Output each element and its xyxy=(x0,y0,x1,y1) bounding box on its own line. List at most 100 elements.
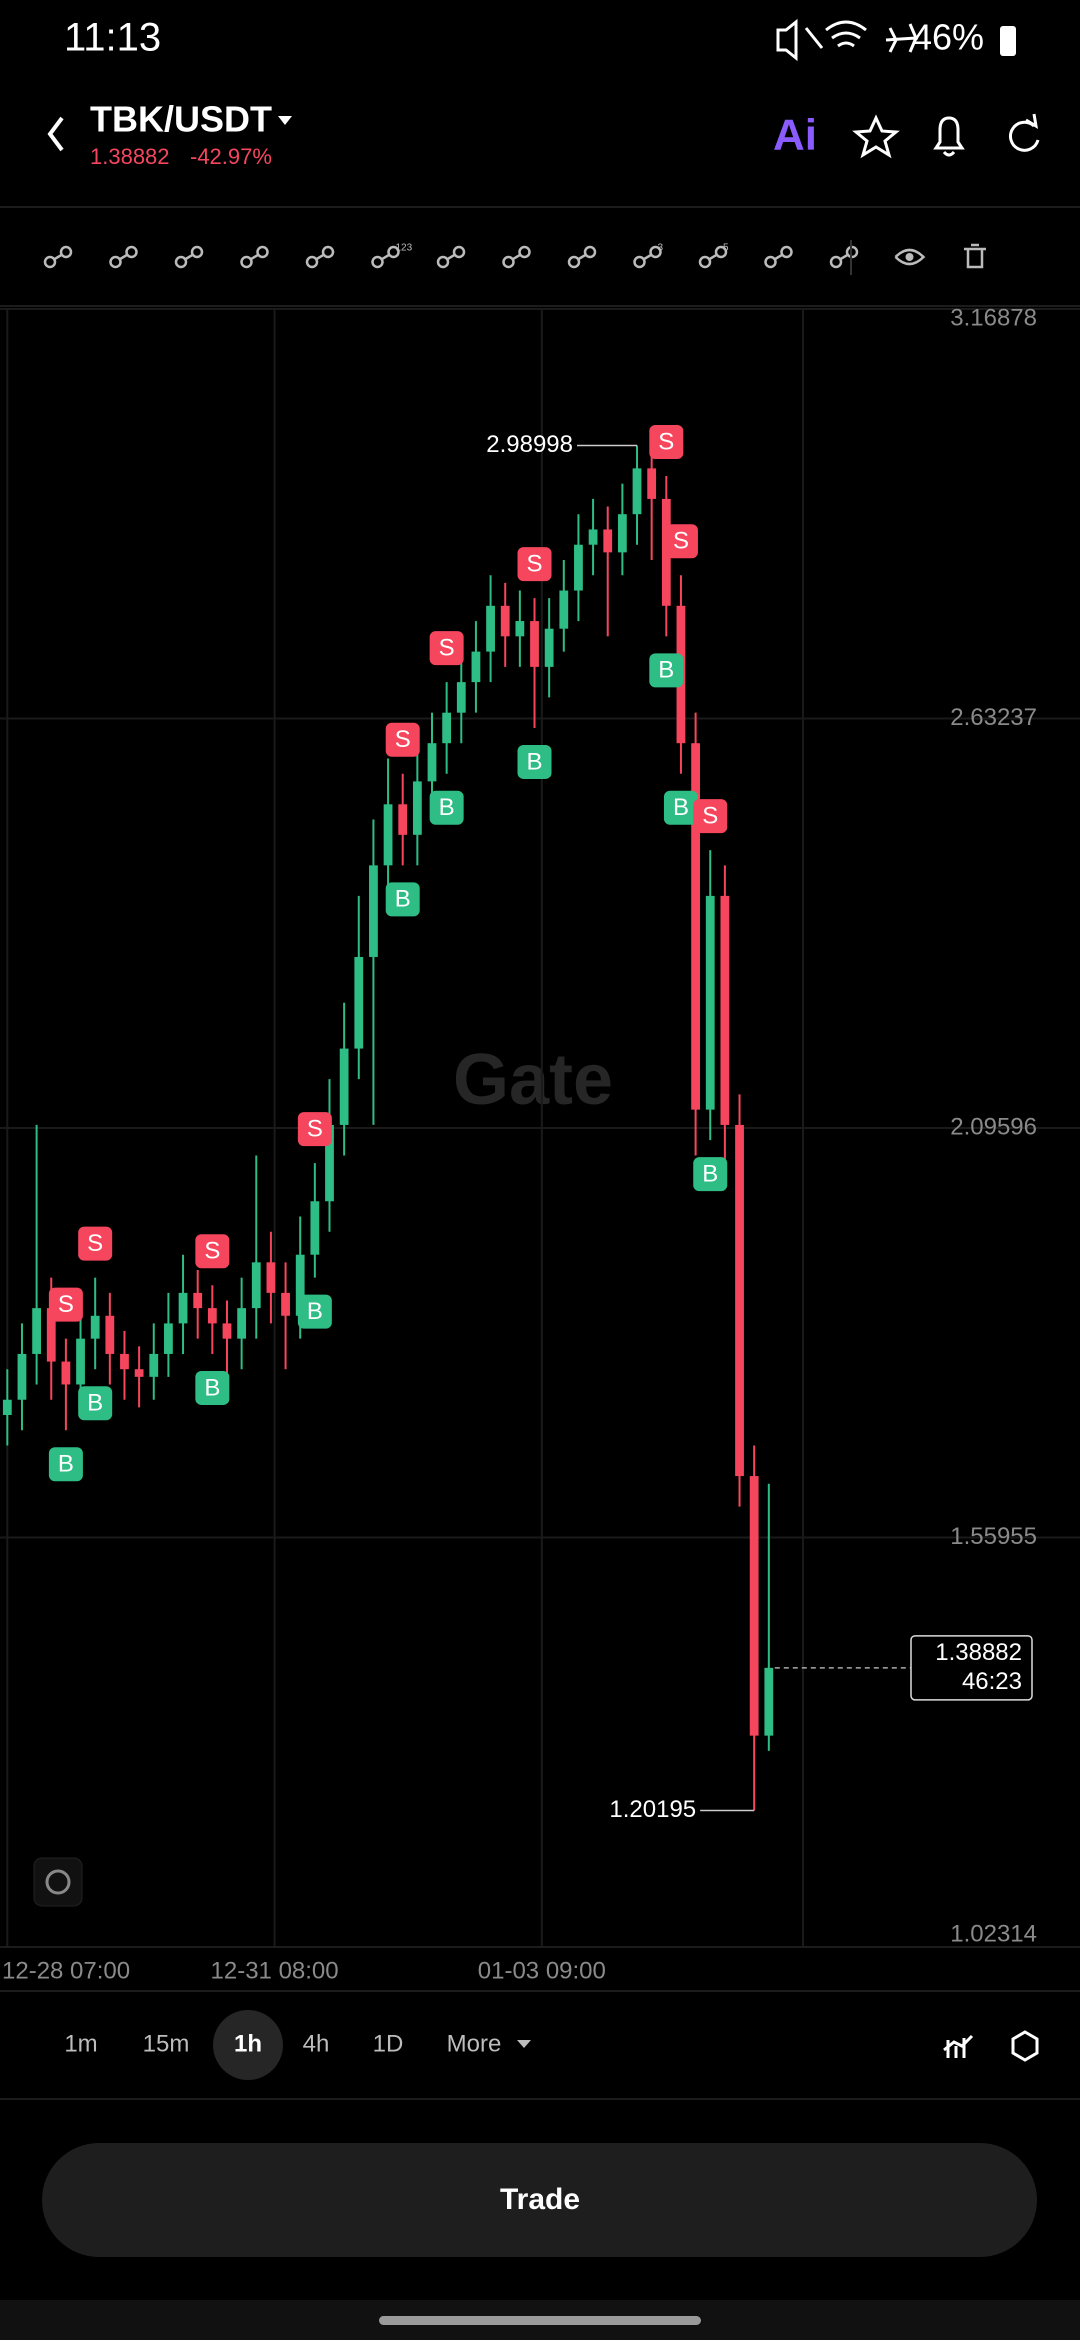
signal-label: B xyxy=(702,1161,718,1188)
signal-label: B xyxy=(527,748,543,775)
interval-button[interactable]: 15m xyxy=(143,2030,190,2057)
tool-button[interactable] xyxy=(964,243,986,269)
chart: 1.02314 1.55955 2.09596 2.63237 3.16878 12-28… xyxy=(0,304,1080,1984)
trade-button[interactable] xyxy=(42,2143,1037,2257)
tool-badge: 5 xyxy=(723,243,729,254)
more-dropdown[interactable] xyxy=(517,2040,531,2048)
candle-body xyxy=(149,1353,159,1377)
trade-button-label[interactable]: Trade xyxy=(500,2183,580,2216)
signal-label: S xyxy=(307,1115,323,1142)
tool-button[interactable] xyxy=(567,245,597,269)
icon xyxy=(436,255,450,269)
tool-badge: 3 xyxy=(658,243,664,254)
tool-button[interactable] xyxy=(240,245,269,269)
signal-label: B xyxy=(87,1390,103,1417)
icon xyxy=(59,245,73,259)
favorite-button[interactable] xyxy=(852,114,900,159)
signal-label: S xyxy=(658,428,674,455)
icon xyxy=(305,255,319,269)
interval-button[interactable]: 1m xyxy=(64,2030,97,2057)
icon xyxy=(190,245,204,259)
candle-body xyxy=(17,1353,27,1400)
candle-body xyxy=(735,1124,744,1477)
signal-label: S xyxy=(702,802,718,829)
candle-body xyxy=(398,804,408,835)
battery-icon xyxy=(1000,26,1016,56)
settings-button[interactable] xyxy=(1011,2030,1039,2062)
home-indicator[interactable] xyxy=(379,2316,701,2325)
icon xyxy=(764,255,777,269)
interval-button[interactable]: 1D xyxy=(373,2030,404,2057)
candle-body xyxy=(559,590,569,629)
y-tick-label: 1.02314 xyxy=(950,1920,1037,1947)
icon xyxy=(780,245,793,259)
refresh-button[interactable] xyxy=(1009,113,1040,152)
alert-button[interactable] xyxy=(933,116,965,157)
tool-button[interactable] xyxy=(371,245,400,269)
icon xyxy=(649,245,662,259)
indicator-button[interactable] xyxy=(943,2034,974,2058)
candle-body xyxy=(574,544,583,591)
tool-button[interactable] xyxy=(305,245,335,269)
tool-button[interactable] xyxy=(436,245,466,269)
pair-title[interactable]: TBK/USDT xyxy=(90,99,272,140)
back-button[interactable] xyxy=(47,116,64,152)
candle-body xyxy=(339,1048,349,1125)
candle-body xyxy=(544,628,554,667)
candle-body xyxy=(764,1667,774,1736)
candle-body xyxy=(354,956,364,1049)
candle-body xyxy=(222,1323,232,1339)
signal-label: B xyxy=(658,657,674,684)
icon xyxy=(43,255,57,269)
candle-body xyxy=(720,895,730,1125)
signal-label: B xyxy=(307,1298,323,1325)
signal-label: S xyxy=(58,1291,74,1318)
tool-button[interactable] xyxy=(894,248,926,266)
signal-marker xyxy=(48,1447,83,1482)
interval-button[interactable]: More xyxy=(447,2030,502,2057)
tool-button[interactable] xyxy=(698,245,728,269)
signal-marker xyxy=(195,1370,230,1405)
icon xyxy=(109,255,122,269)
last-price-box xyxy=(910,1635,1033,1701)
icon xyxy=(698,255,712,269)
icon xyxy=(125,245,138,259)
header-change: -42.97% xyxy=(190,144,272,169)
signal-marker xyxy=(663,790,698,825)
tool-button[interactable] xyxy=(764,245,793,269)
interval-button[interactable]: 1h xyxy=(234,2030,262,2057)
tool-button[interactable] xyxy=(109,245,138,269)
y-tick-label: 2.63237 xyxy=(950,704,1037,731)
icon xyxy=(452,245,466,259)
icon xyxy=(371,255,384,269)
candle-body xyxy=(46,1308,56,1362)
candle-body xyxy=(471,651,481,683)
candle-body xyxy=(705,895,715,1110)
watermark: Gate xyxy=(453,1040,613,1120)
tool-button[interactable] xyxy=(174,245,204,269)
tool-button[interactable] xyxy=(502,245,531,269)
icon xyxy=(502,255,515,269)
candle-body xyxy=(442,712,452,744)
signal-label: S xyxy=(527,551,543,578)
pair-dropdown[interactable] xyxy=(278,116,292,125)
tool-button[interactable] xyxy=(633,245,662,269)
tool-button[interactable] xyxy=(43,245,73,269)
interval-button[interactable]: 4h xyxy=(303,2030,330,2057)
candle-body xyxy=(295,1254,305,1316)
min-price-label: 1.20195 xyxy=(609,1796,696,1823)
header-price: 1.38882 xyxy=(90,144,170,169)
icon xyxy=(321,245,335,259)
candle-body xyxy=(515,621,525,637)
y-tick-label: 2.09596 xyxy=(950,1113,1037,1140)
candle-body xyxy=(266,1262,276,1293)
drawing-mode-toggle[interactable] xyxy=(33,1857,83,1907)
ai-button[interactable]: Ai xyxy=(773,111,817,160)
signal-marker xyxy=(195,1234,230,1269)
candle-body xyxy=(105,1315,115,1354)
signal-marker xyxy=(297,1294,332,1329)
x-tick-label: 01-03 09:00 xyxy=(478,1957,606,1984)
candle-body xyxy=(369,865,378,957)
signal-label: B xyxy=(673,794,689,821)
candle-body xyxy=(456,682,466,713)
